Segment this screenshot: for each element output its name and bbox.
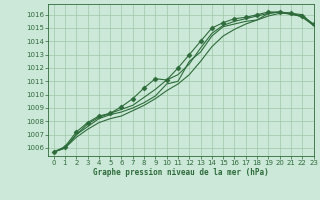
X-axis label: Graphe pression niveau de la mer (hPa): Graphe pression niveau de la mer (hPa)	[93, 168, 269, 177]
